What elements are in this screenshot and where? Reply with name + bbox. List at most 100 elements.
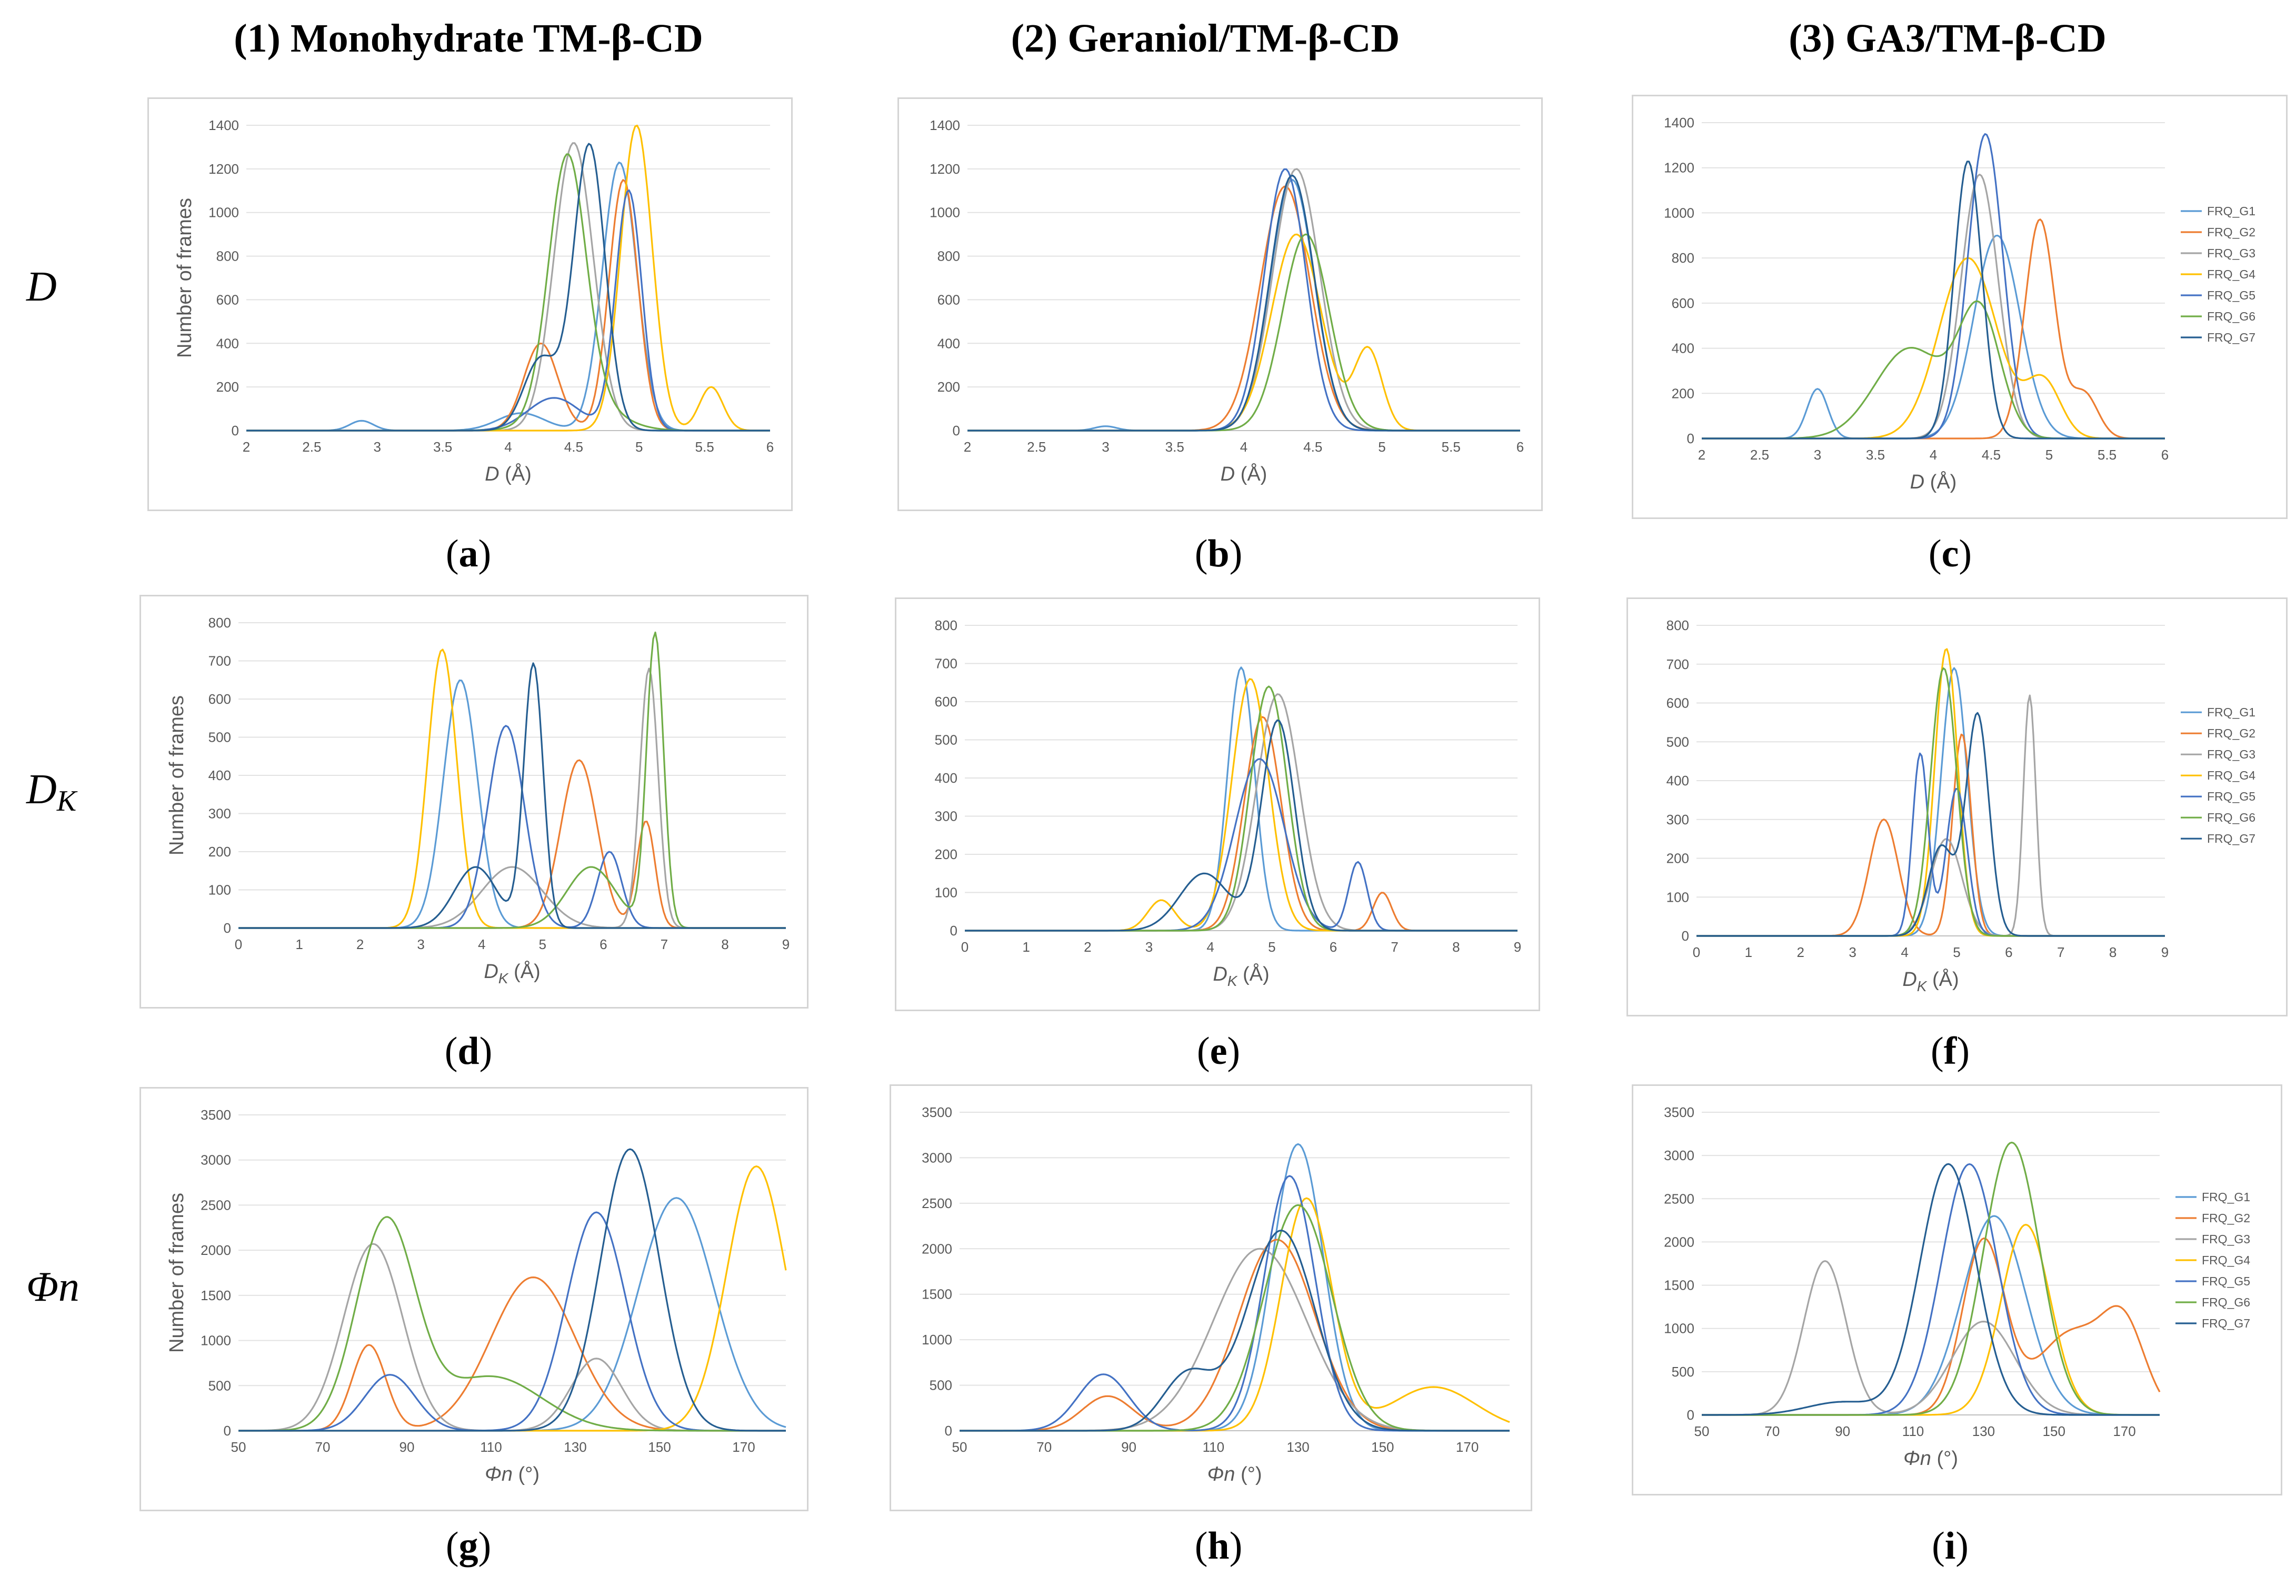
y-tick-label: 500 (1666, 734, 1689, 750)
series-line-7 (238, 662, 786, 929)
row-label-d: D (26, 263, 116, 315)
y-tick-label: 400 (935, 770, 957, 786)
x-tick-label: 2 (964, 439, 971, 455)
chart-g: 0 500 1000 1500 2000 2500 3000 3500 50 70 90 110 130… (166, 1107, 787, 1485)
legend-entry: FRQ_G5 (2207, 288, 2255, 302)
series-line-4 (1696, 648, 2165, 937)
x-tick-label: 5.5 (695, 439, 714, 455)
x-tick-label: 6 (766, 439, 774, 455)
panel-c: 0 200 400 600 800 1000 1200 1400 2 2.5 3 3.5 4 4.5 5 5.… (1632, 95, 2288, 519)
y-tick-label: 3000 (1664, 1148, 1694, 1163)
series-line-7 (1702, 1163, 2160, 1416)
column-title-1: (1) Monohydrate TM-β-CD (234, 16, 703, 61)
series-line-6 (238, 631, 786, 929)
x-axis-label: D (Å) (1910, 470, 1957, 493)
x-tick-label: 5 (1378, 439, 1385, 455)
legend-entry: FRQ_G3 (2207, 747, 2255, 761)
x-tick-label: 2 (1084, 939, 1091, 955)
y-tick-label: 400 (1666, 773, 1689, 789)
y-tick-label: 500 (1672, 1364, 1694, 1380)
y-tick-label: 3000 (922, 1150, 952, 1165)
series-line-2 (246, 179, 770, 432)
legend-entry: FRQ_G5 (2207, 790, 2255, 803)
y-tick-label: 1500 (1664, 1278, 1694, 1293)
legend-entry: FRQ_G2 (2207, 225, 2255, 239)
series-line-6 (960, 1204, 1510, 1432)
series-line-2 (965, 716, 1518, 932)
y-tick-label: 100 (208, 882, 231, 898)
x-tick-label: 2 (243, 439, 250, 455)
y-tick-label: 1000 (208, 205, 239, 221)
column-title-2: (2) Geraniol/TM-β-CD (1011, 16, 1400, 61)
y-tick-label: 3000 (201, 1152, 231, 1168)
x-tick-label: 3 (374, 439, 381, 455)
legend-entry: FRQ_G6 (2202, 1295, 2250, 1309)
y-tick-label: 3500 (1664, 1104, 1694, 1120)
y-tick-label: 400 (208, 767, 231, 783)
panel-e: 0 100 200 300 400 500 600 700 800 0 1 2 3 4 5 6 7 8 9 DK (Å… (895, 597, 1540, 1011)
y-tick-label: 1000 (1664, 205, 1694, 221)
y-tick-label: 1500 (922, 1286, 952, 1302)
x-tick-label: 7 (1391, 939, 1398, 955)
panel-f: 0 100 200 300 400 500 600 700 800 0 1 2 3 4 5 6 7 8 9 DK (Å… (1626, 597, 2288, 1016)
y-tick-label: 1000 (930, 205, 960, 221)
y-tick-label: 800 (935, 617, 957, 633)
x-tick-label: 130 (1286, 1439, 1309, 1455)
legend-entry: FRQ_G6 (2207, 310, 2255, 323)
x-tick-label: 90 (400, 1439, 415, 1455)
x-tick-label: 6 (600, 936, 607, 952)
row-label-dk: DK (26, 766, 116, 818)
y-tick-label: 300 (208, 806, 231, 822)
y-tick-label: 200 (216, 379, 239, 395)
x-tick-label: 3.5 (1866, 447, 1885, 463)
series-line-4 (967, 233, 1520, 432)
series-line-7 (967, 174, 1520, 432)
x-tick-label: 3 (1814, 447, 1821, 463)
x-tick-label: 4 (1240, 439, 1247, 455)
x-tick-label: 2 (1698, 447, 1705, 463)
x-tick-label: 150 (648, 1439, 671, 1455)
series-line-1 (246, 161, 770, 432)
legend-entry: FRQ_G7 (2202, 1316, 2250, 1330)
series-line-6 (246, 153, 770, 432)
panel-i: 0 500 1000 1500 2000 2500 3000 3500 50 70 90 110 130… (1632, 1084, 2282, 1495)
x-tick-label: 5 (1953, 944, 1960, 960)
x-tick-label: 6 (1330, 939, 1337, 955)
x-tick-label: 9 (2161, 944, 2169, 960)
x-tick-label: 0 (961, 939, 969, 955)
series-line-1 (1696, 667, 2165, 937)
x-axis-label: Φn (°) (1903, 1448, 1958, 1470)
x-tick-label: 5 (2045, 447, 2053, 463)
y-axis-label: Number of frames (174, 198, 196, 358)
y-tick-label: 800 (937, 248, 960, 264)
chart-c: 0 200 400 600 800 1000 1200 1400 2 2.5 3 3.5 4 4.5 5 5.… (1664, 115, 2255, 493)
y-tick-label: 1000 (922, 1332, 952, 1348)
series-line-5 (238, 1211, 786, 1432)
legend-entry: FRQ_G3 (2202, 1232, 2250, 1246)
y-tick-label: 700 (935, 656, 957, 672)
y-tick-label: 200 (937, 379, 960, 395)
legend-entry: FRQ_G2 (2207, 726, 2255, 740)
x-tick-label: 170 (1456, 1439, 1479, 1455)
x-tick-label: 4 (1930, 447, 1937, 463)
y-tick-label: 500 (935, 732, 957, 748)
row-label-phin: Φn (26, 1263, 116, 1315)
y-tick-label: 100 (935, 885, 957, 901)
x-tick-label: 110 (1902, 1423, 1924, 1439)
series-line-5 (965, 758, 1518, 932)
x-tick-label: 3 (1102, 439, 1109, 455)
y-tick-label: 300 (1666, 812, 1689, 827)
y-tick-label: 0 (224, 1423, 231, 1439)
legend-entry: FRQ_G7 (2207, 331, 2255, 344)
panel-letter-g: (g) (445, 1524, 492, 1568)
chart-e: 0 100 200 300 400 500 600 700 800 0 1 2 3 4 5 6 7 8 9 DK (Å… (935, 617, 1522, 989)
x-tick-label: 170 (2113, 1423, 2135, 1439)
series-line-7 (246, 143, 770, 432)
x-tick-label: 130 (1972, 1423, 1995, 1439)
series-line-5 (238, 725, 786, 929)
series-line-5 (1702, 1163, 2160, 1416)
x-tick-label: 2.5 (1750, 447, 1769, 463)
x-tick-label: 5.5 (2098, 447, 2117, 463)
legend-entry: FRQ_G3 (2207, 246, 2255, 260)
x-axis-label: DK (Å) (1213, 962, 1269, 989)
